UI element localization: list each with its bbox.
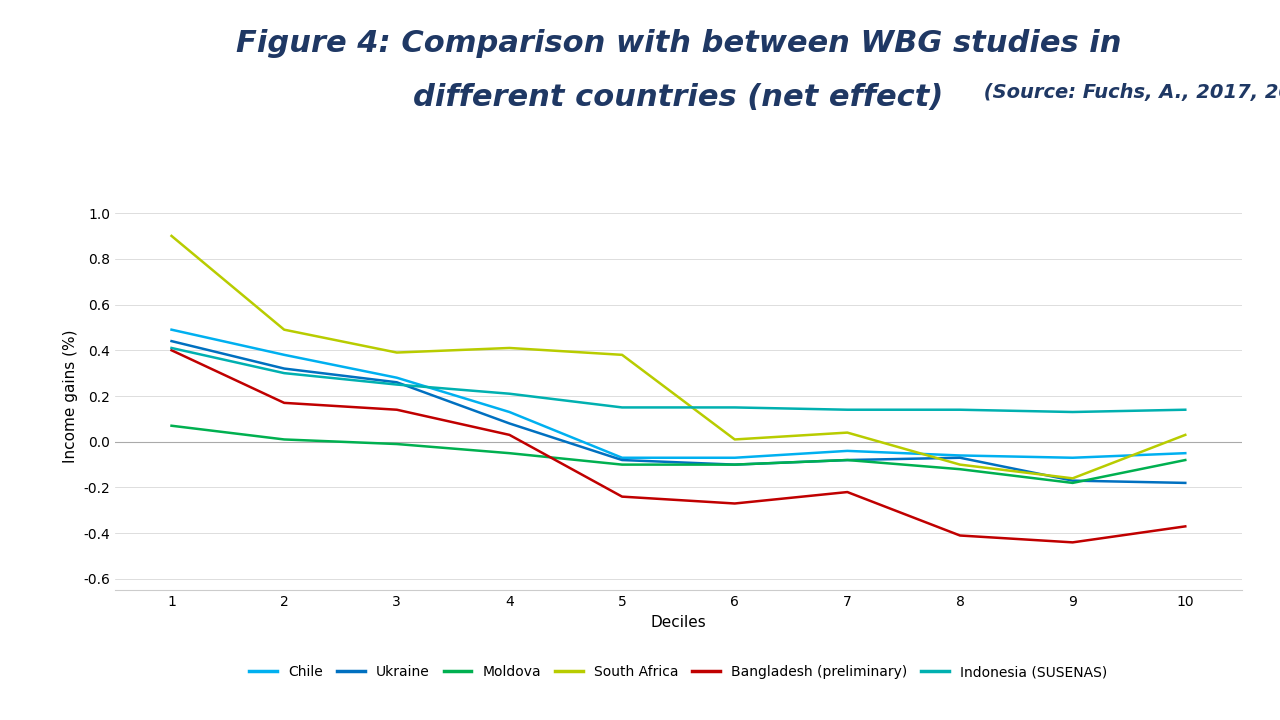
- Y-axis label: Income gains (%): Income gains (%): [63, 329, 78, 463]
- Text: (Source: Fuchs, A., 2017, 2018): (Source: Fuchs, A., 2017, 2018): [977, 83, 1280, 102]
- X-axis label: Deciles: Deciles: [650, 615, 707, 630]
- Text: different countries (net effect): different countries (net effect): [413, 83, 943, 112]
- Legend: Chile, Ukraine, Moldova, South Africa, Bangladesh (preliminary), Indonesia (SUSE: Chile, Ukraine, Moldova, South Africa, B…: [244, 660, 1112, 685]
- Text: Figure 4: Comparison with between WBG studies in: Figure 4: Comparison with between WBG st…: [236, 29, 1121, 58]
